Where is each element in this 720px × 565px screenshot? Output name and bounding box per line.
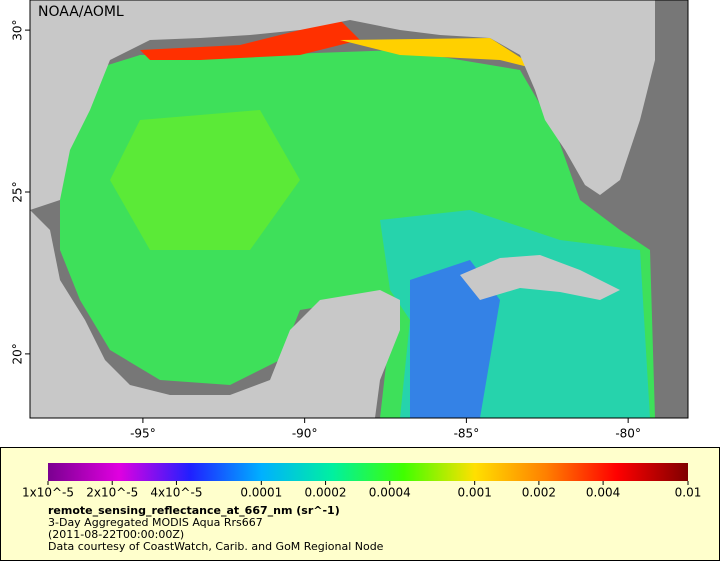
colorbar-tick-label: 1x10^-5 [22,486,74,500]
colorbar-tick-label: 0.0001 [240,486,282,500]
legend-title: remote_sensing_reflectance_at_667_nm (sr… [48,504,340,517]
y-tick-label: 20° [11,343,25,364]
watermark: NOAA/AOML [38,4,124,20]
colorbar-tick-label: 4x10^-5 [150,486,202,500]
y-tick-label: 30° [11,19,25,40]
colorbar-tick-label: 2x10^-5 [86,486,138,500]
legend-line: 3-Day Aggregated MODIS Aqua Rrs667 [48,516,263,529]
colorbar-tick-label: 0.01 [675,486,702,500]
x-tick-label: -95° [130,427,156,441]
coastal-yellow [340,38,540,70]
coastal-red [140,20,360,60]
sea-imagery-blue [410,260,500,418]
colorbar-tick-label: 0.002 [522,486,556,500]
sea-imagery-green [110,110,300,250]
map-frame [29,0,689,419]
x-tick-label: -80° [615,427,641,441]
land-north [30,0,655,210]
colorbar-tick-label: 0.0004 [369,486,411,500]
colorbar-tick-label: 0.004 [586,486,620,500]
land-cuba [460,255,620,300]
colorbar [48,463,688,481]
legend-line: Data courtesy of CoastWatch, Carib. and … [48,540,384,553]
x-tick-label: -85° [454,427,480,441]
colorbar-tick-label: 0.0002 [305,486,347,500]
y-tick-label: 25° [11,181,25,202]
legend-line: (2011-08-22T00:00:00Z) [48,528,184,541]
colorbar-tick-label: 0.001 [457,486,491,500]
x-tick-label: -90° [292,427,318,441]
legend-lines: 3-Day Aggregated MODIS Aqua Rrs667(2011-… [48,516,384,553]
land-south [30,210,400,418]
